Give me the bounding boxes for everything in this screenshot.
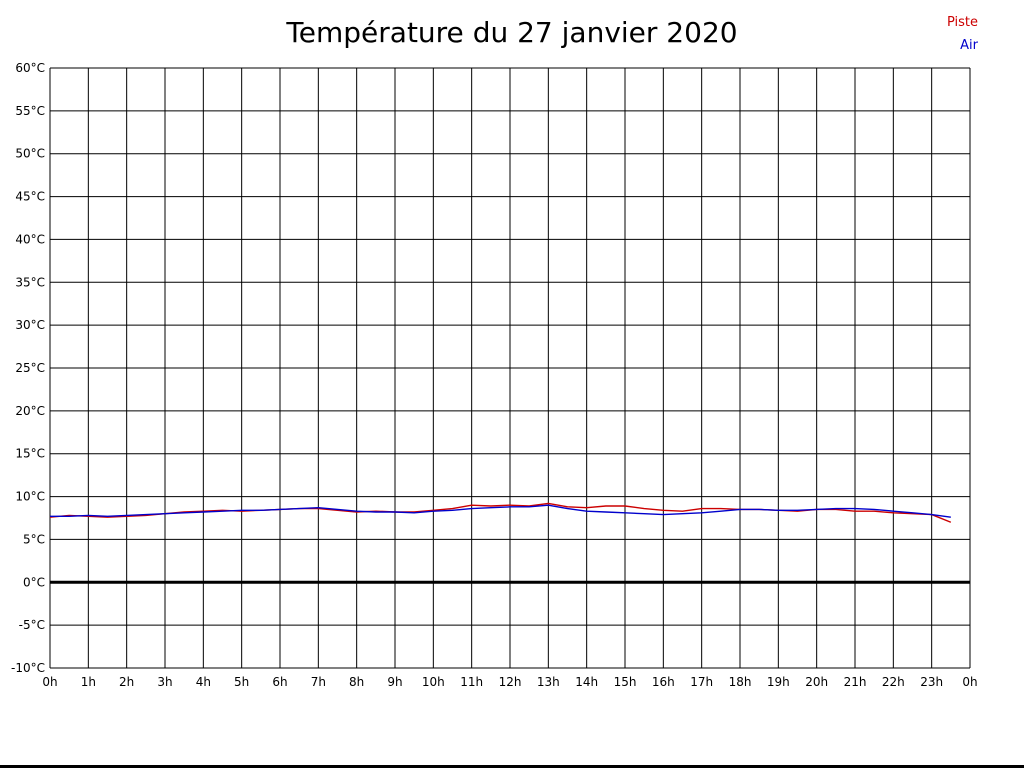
svg-text:13h: 13h <box>537 675 560 689</box>
svg-text:22h: 22h <box>882 675 905 689</box>
svg-text:10°C: 10°C <box>15 490 45 504</box>
grid-lines <box>49 67 971 669</box>
svg-text:5h: 5h <box>234 675 249 689</box>
svg-text:-5°C: -5°C <box>19 618 45 632</box>
svg-text:1h: 1h <box>81 675 96 689</box>
svg-text:40°C: 40°C <box>15 232 45 246</box>
svg-text:6h: 6h <box>272 675 287 689</box>
svg-text:15°C: 15°C <box>15 447 45 461</box>
svg-text:15h: 15h <box>614 675 637 689</box>
svg-text:0°C: 0°C <box>23 575 45 589</box>
x-axis-tick-labels: 0h 1h 2h 3h 4h 5h 6h 7h 8h 9h 10h 11h 12h 13h 14h 15h 16… <box>42 675 977 689</box>
legend-air-label: Air <box>960 38 979 53</box>
svg-text:11h: 11h <box>460 675 483 689</box>
svg-text:55°C: 55°C <box>15 104 45 118</box>
svg-text:-10°C: -10°C <box>11 661 45 675</box>
svg-text:50°C: 50°C <box>15 147 45 161</box>
svg-text:19h: 19h <box>767 675 790 689</box>
svg-text:5°C: 5°C <box>23 532 45 546</box>
svg-text:16h: 16h <box>652 675 675 689</box>
svg-text:18h: 18h <box>729 675 752 689</box>
svg-text:21h: 21h <box>844 675 867 689</box>
svg-text:60°C: 60°C <box>15 61 45 75</box>
svg-text:14h: 14h <box>575 675 598 689</box>
svg-text:0h: 0h <box>42 675 57 689</box>
svg-text:45°C: 45°C <box>15 190 45 204</box>
svg-text:7h: 7h <box>311 675 326 689</box>
svg-text:12h: 12h <box>499 675 522 689</box>
svg-text:25°C: 25°C <box>15 361 45 375</box>
svg-text:9h: 9h <box>387 675 402 689</box>
svg-text:8h: 8h <box>349 675 364 689</box>
y-axis-tick-labels: 60°C 55°C 50°C 45°C 40°C 35°C 30°C 25°C 20°C 15°C… <box>11 61 45 675</box>
svg-text:35°C: 35°C <box>15 275 45 289</box>
svg-text:0h: 0h <box>962 675 977 689</box>
svg-text:17h: 17h <box>690 675 713 689</box>
chart-title: Température du 27 janvier 2020 <box>285 16 737 49</box>
svg-text:20h: 20h <box>805 675 828 689</box>
data-series-lines <box>49 502 952 523</box>
svg-text:23h: 23h <box>920 675 943 689</box>
bottom-border <box>0 765 1024 768</box>
svg-text:3h: 3h <box>157 675 172 689</box>
svg-text:4h: 4h <box>196 675 211 689</box>
svg-text:2h: 2h <box>119 675 134 689</box>
svg-text:20°C: 20°C <box>15 404 45 418</box>
svg-text:10h: 10h <box>422 675 445 689</box>
legend-piste-label: Piste <box>947 15 978 30</box>
svg-text:30°C: 30°C <box>15 318 45 332</box>
